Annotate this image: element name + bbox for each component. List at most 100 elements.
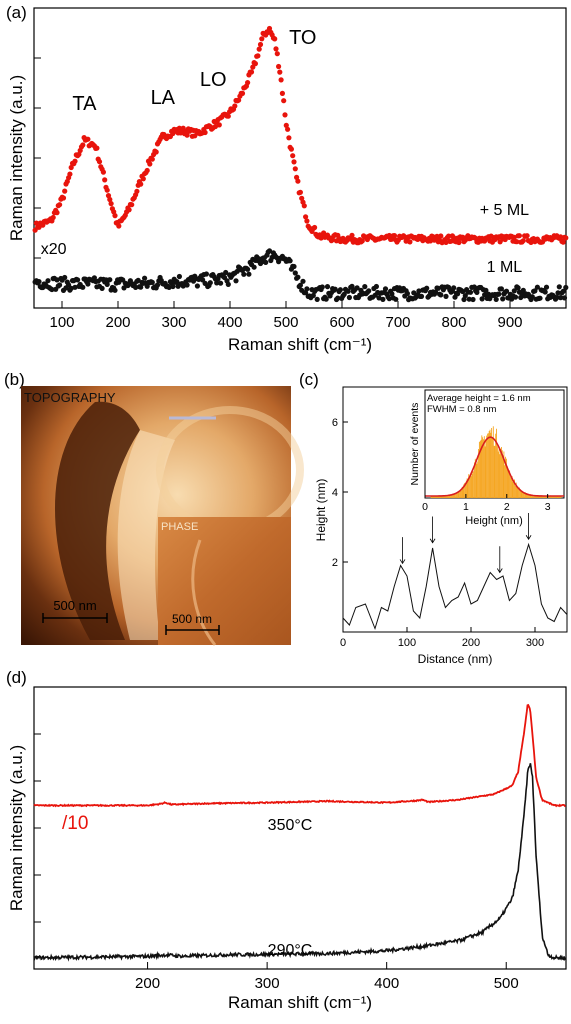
y-axis-label-c: Height (nm) — [314, 479, 328, 542]
panel-letter-c: (c) — [299, 370, 319, 389]
data-point — [438, 233, 444, 239]
data-point — [202, 129, 208, 136]
x-tick-label-c: 200 — [462, 637, 480, 649]
data-point — [382, 286, 389, 292]
data-point — [362, 284, 368, 290]
data-point — [140, 176, 146, 182]
data-point — [72, 284, 78, 290]
data-point — [558, 295, 564, 301]
data-point — [297, 189, 303, 195]
panel-letter-a: (a) — [6, 3, 27, 22]
data-point — [176, 273, 182, 280]
data-point — [443, 293, 449, 299]
data-point — [304, 286, 310, 292]
data-point — [512, 294, 519, 300]
data-point — [391, 233, 398, 239]
peak-arrow-head — [496, 568, 503, 574]
data-point — [493, 296, 499, 302]
data-point — [276, 63, 282, 70]
phase-ridge — [191, 539, 217, 646]
data-point — [560, 288, 566, 294]
data-point — [57, 282, 63, 288]
inset-x-label: Height (nm) — [465, 515, 522, 527]
data-point — [297, 282, 303, 288]
x-tick-label-a: 400 — [217, 314, 242, 331]
data-point — [236, 97, 242, 103]
data-point — [85, 281, 91, 287]
data-point — [482, 292, 488, 298]
data-point — [304, 218, 310, 224]
data-point — [312, 224, 318, 231]
data-point — [295, 274, 301, 280]
afm-image-panel: 500 nm 500 nm TOPOGRAPHY PHASE — [21, 386, 304, 646]
data-point — [184, 132, 190, 138]
phase-image — [158, 517, 291, 645]
data-point — [561, 295, 568, 301]
data-point — [345, 288, 351, 294]
x-tick-label-d: 500 — [494, 975, 519, 992]
data-point — [418, 293, 425, 299]
data-point — [310, 292, 316, 299]
x-tick-label-a: 200 — [105, 314, 130, 331]
data-point — [341, 291, 347, 297]
data-point — [474, 289, 480, 295]
data-point — [291, 159, 297, 165]
data-point — [153, 149, 159, 155]
data-point — [223, 269, 229, 276]
data-point — [203, 271, 209, 277]
data-point — [292, 270, 298, 276]
data-point — [402, 234, 408, 240]
data-point — [324, 284, 331, 290]
data-point — [112, 287, 118, 293]
data-point — [291, 263, 297, 270]
x-tick-label-d: 400 — [374, 975, 399, 992]
data-point — [170, 283, 176, 290]
panel-letter-b: (b) — [4, 370, 25, 389]
inset-y-label: Number of events — [409, 403, 421, 486]
data-point — [102, 177, 108, 183]
data-point — [483, 287, 489, 293]
data-point — [67, 171, 73, 177]
data-point — [456, 239, 462, 246]
data-point — [62, 188, 68, 194]
data-point — [534, 284, 541, 290]
data-point — [366, 288, 372, 294]
data-point — [246, 271, 252, 277]
data-point — [349, 232, 355, 238]
y-tick-label-c: 4 — [332, 487, 338, 499]
peak-arrow-head — [399, 559, 406, 565]
data-point — [349, 283, 355, 289]
data-point — [299, 195, 305, 201]
data-point — [241, 271, 247, 277]
data-point — [214, 280, 220, 286]
data-point — [138, 284, 144, 290]
topography-dark-ridge — [55, 401, 140, 640]
data-point — [288, 146, 294, 152]
data-point — [466, 296, 472, 302]
x-tick-label-a: 100 — [49, 314, 74, 331]
data-point — [283, 122, 289, 128]
data-point — [424, 285, 430, 291]
data-point — [282, 112, 288, 118]
series-5ml — [32, 25, 569, 246]
data-point — [138, 181, 144, 187]
x-axis-label-d: Raman shift (cm⁻¹) — [228, 993, 372, 1012]
data-point — [281, 98, 287, 104]
data-point — [443, 239, 449, 245]
x-tick-label-a: 500 — [273, 314, 298, 331]
x-tick-label-d: 300 — [255, 975, 280, 992]
data-point — [301, 203, 307, 209]
data-point — [295, 178, 301, 184]
data-point — [354, 285, 360, 291]
data-point — [407, 239, 413, 245]
data-point — [303, 290, 309, 296]
data-point — [107, 196, 113, 203]
data-point — [433, 289, 439, 295]
data-point — [455, 291, 461, 297]
data-point — [245, 266, 251, 272]
data-point — [273, 46, 279, 52]
y-axis-label-d: Raman intensity (a.u.) — [7, 745, 26, 911]
data-point — [225, 281, 231, 287]
data-point — [116, 223, 122, 229]
